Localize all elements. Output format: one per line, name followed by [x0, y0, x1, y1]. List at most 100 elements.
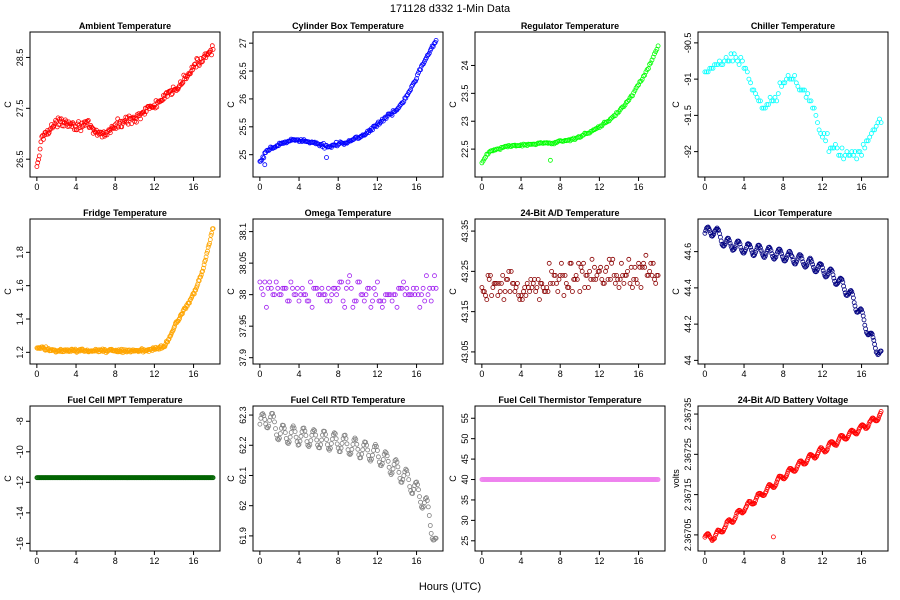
- data-point: [793, 259, 799, 265]
- data-points: [702, 224, 884, 358]
- data-point: [261, 155, 267, 161]
- data-point: [334, 441, 340, 447]
- data-point: [196, 63, 202, 68]
- data-point: [303, 292, 309, 298]
- data-point: [782, 80, 788, 86]
- data-point: [605, 276, 611, 282]
- y-tick-label: -91.5: [683, 105, 693, 126]
- data-point: [704, 69, 709, 75]
- data-point: [603, 268, 608, 274]
- data-point: [317, 445, 323, 451]
- data-point: [810, 105, 815, 111]
- data-point: [584, 272, 590, 278]
- data-point: [625, 268, 630, 274]
- x-tick-label: 0: [34, 556, 39, 566]
- outlier-point: [548, 157, 553, 163]
- data-point: [789, 254, 795, 260]
- data-point: [392, 292, 398, 298]
- chart-title: 24-Bit A/D Temperature: [520, 208, 619, 218]
- data-point: [273, 426, 278, 432]
- data-point: [355, 446, 361, 452]
- data-point: [282, 430, 288, 436]
- data-point: [416, 487, 421, 493]
- data-point: [299, 285, 305, 291]
- data-point: [711, 231, 717, 237]
- data-point: [412, 292, 418, 298]
- data-point: [652, 276, 657, 282]
- chart-title: Licor Temperature: [754, 208, 832, 218]
- data-point: [849, 289, 855, 295]
- chart-title: Omega Temperature: [305, 208, 392, 218]
- data-point: [433, 535, 439, 541]
- x-tick-label: 8: [113, 182, 118, 192]
- data-point: [761, 105, 766, 111]
- data-point: [374, 279, 380, 285]
- x-tick-label: 0: [257, 369, 262, 379]
- data-point: [518, 293, 524, 298]
- data-point: [758, 248, 764, 253]
- x-tick-label: 12: [372, 556, 382, 566]
- data-point: [707, 65, 713, 71]
- data-point: [396, 469, 402, 475]
- data-point: [554, 280, 559, 286]
- x-tick-label: 16: [412, 369, 422, 379]
- data-point: [430, 44, 436, 49]
- data-points: [257, 38, 439, 168]
- data-point: [138, 116, 143, 122]
- data-point: [306, 298, 312, 304]
- data-point: [358, 292, 364, 298]
- data-point: [322, 428, 327, 434]
- data-point: [348, 285, 354, 291]
- data-point: [626, 256, 632, 262]
- data-point: [195, 57, 201, 62]
- data-point: [859, 307, 864, 313]
- y-tick-label: 37.95: [238, 315, 248, 338]
- data-point: [383, 292, 388, 298]
- data-point: [190, 291, 196, 297]
- plot-frame: [697, 218, 889, 365]
- y-tick-label: 25: [238, 150, 248, 160]
- data-point: [581, 260, 586, 266]
- data-point: [273, 279, 279, 285]
- data-point: [784, 473, 789, 479]
- data-point: [363, 439, 369, 445]
- data-point: [405, 292, 411, 298]
- data-point: [610, 256, 616, 262]
- chart-panel: Fuel Cell MPT Temperature 0 4 8 12 16 -16 -14 -1…: [3, 395, 221, 566]
- data-point: [334, 292, 340, 298]
- data-point: [630, 285, 635, 290]
- data-point: [413, 78, 419, 84]
- data-point: [820, 268, 826, 274]
- data-point: [360, 292, 366, 298]
- data-point: [800, 259, 806, 265]
- y-axis-label: C: [226, 288, 236, 295]
- data-point: [715, 226, 721, 232]
- y-tick-label: 35: [460, 495, 470, 505]
- x-tick-label: 16: [189, 369, 199, 379]
- data-point: [363, 292, 369, 298]
- data-point: [421, 59, 427, 65]
- data-point: [329, 292, 335, 298]
- data-point: [837, 152, 843, 158]
- data-point: [655, 477, 661, 482]
- y-tick-label: 44.4: [683, 279, 693, 297]
- data-point: [643, 252, 649, 258]
- data-point: [636, 82, 641, 88]
- data-point: [427, 523, 433, 528]
- data-point: [483, 293, 488, 298]
- data-point: [842, 152, 848, 158]
- x-tick-label: 0: [479, 369, 484, 379]
- data-point: [386, 464, 392, 470]
- y-axis-label: C: [448, 101, 458, 108]
- data-point: [533, 289, 539, 294]
- data-point: [210, 475, 216, 481]
- y-tick-label: 40: [460, 475, 470, 485]
- y-axis-label: C: [448, 288, 458, 295]
- x-tick-label: 16: [857, 369, 867, 379]
- data-point: [280, 422, 286, 428]
- data-point: [268, 285, 274, 291]
- data-point: [774, 479, 780, 485]
- data-point: [650, 260, 656, 266]
- data-point: [806, 256, 812, 262]
